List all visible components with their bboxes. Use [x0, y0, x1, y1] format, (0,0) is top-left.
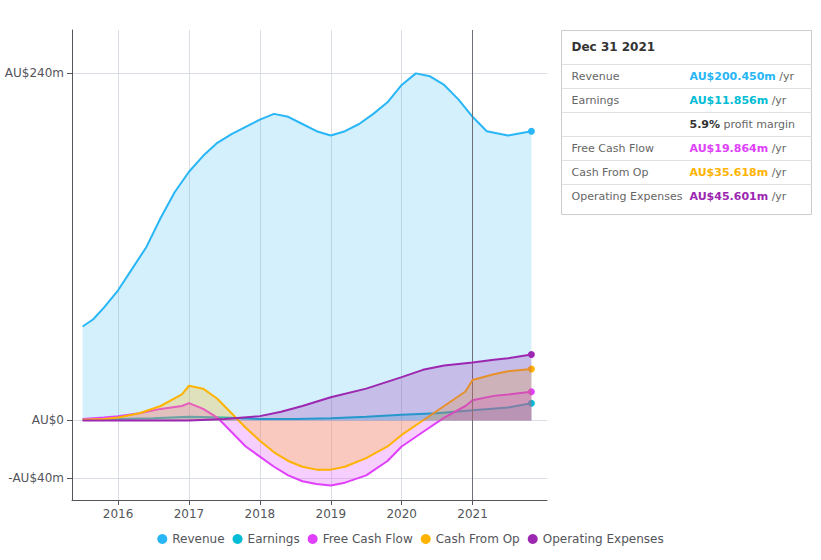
svg-text:2019: 2019 — [315, 507, 346, 521]
svg-text:Revenue: Revenue — [572, 70, 620, 83]
svg-text:Free Cash Flow: Free Cash Flow — [323, 532, 413, 546]
svg-text:Operating Expenses: Operating Expenses — [572, 190, 683, 203]
svg-text:2021: 2021 — [457, 507, 488, 521]
svg-text:Revenue: Revenue — [172, 532, 224, 546]
svg-text:Dec 31 2021: Dec 31 2021 — [572, 40, 656, 54]
svg-text:profit margin: profit margin — [720, 118, 795, 131]
svg-text:/yr: /yr — [768, 142, 787, 155]
svg-text:/yr: /yr — [776, 70, 795, 83]
svg-text:2020: 2020 — [386, 507, 417, 521]
svg-text:Earnings: Earnings — [248, 532, 300, 546]
svg-text:-AU$40m: -AU$40m — [8, 471, 64, 485]
svg-text:/yr: /yr — [768, 166, 787, 179]
svg-text:AU$0: AU$0 — [32, 413, 64, 427]
svg-text:AU$35.618m: AU$35.618m — [690, 166, 769, 179]
svg-text:2018: 2018 — [245, 507, 276, 521]
svg-text:Cash From Op: Cash From Op — [572, 166, 649, 179]
svg-text:Cash From Op: Cash From Op — [436, 532, 520, 546]
svg-text:AU$240m: AU$240m — [5, 66, 64, 80]
svg-text:AU$45.601m: AU$45.601m — [690, 190, 769, 203]
svg-text:2017: 2017 — [174, 507, 205, 521]
svg-text:Operating Expenses: Operating Expenses — [543, 532, 664, 546]
svg-text:AU$19.864m: AU$19.864m — [690, 142, 769, 155]
svg-text:/yr: /yr — [768, 94, 787, 107]
svg-text:AU$11.856m: AU$11.856m — [690, 94, 769, 107]
svg-text:Free Cash Flow: Free Cash Flow — [572, 142, 655, 155]
svg-text:AU$200.450m: AU$200.450m — [690, 70, 776, 83]
svg-text:/yr: /yr — [768, 190, 787, 203]
svg-text:5.9%: 5.9% — [690, 118, 721, 131]
svg-text:Earnings: Earnings — [572, 94, 620, 107]
svg-text:2016: 2016 — [103, 507, 134, 521]
